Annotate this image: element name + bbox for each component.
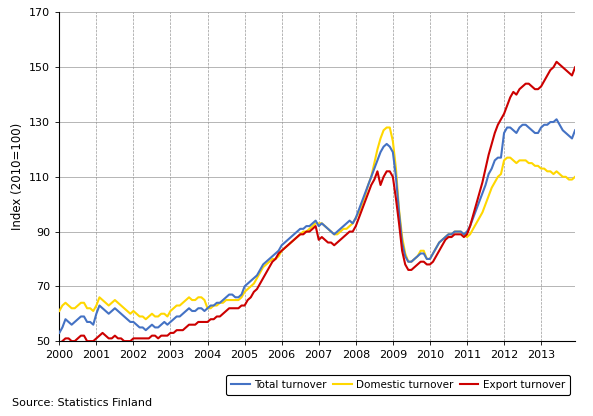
Text: Source: Statistics Finland: Source: Statistics Finland	[12, 398, 152, 408]
Legend: Total turnover, Domestic turnover, Export turnover: Total turnover, Domestic turnover, Expor…	[226, 375, 570, 395]
Y-axis label: Index (2010=100): Index (2010=100)	[11, 123, 24, 230]
